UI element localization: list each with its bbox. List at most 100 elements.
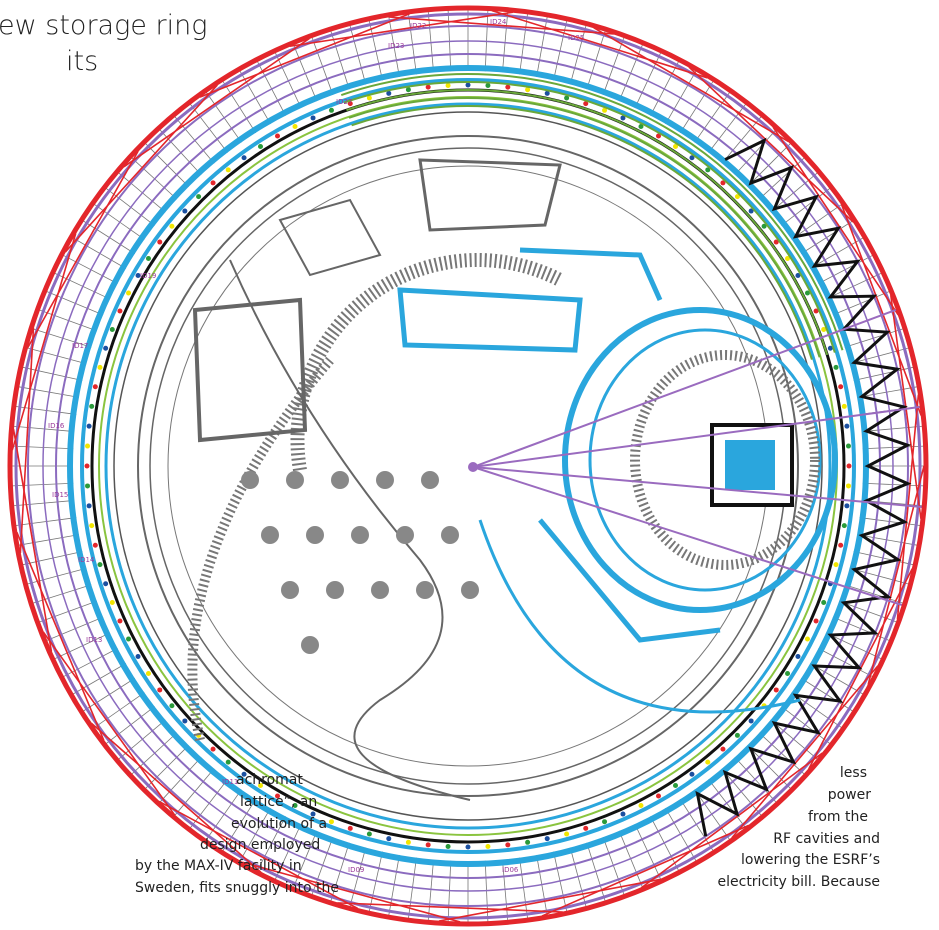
purple-ring bbox=[27, 25, 909, 907]
magnet bbox=[145, 671, 151, 677]
magnet bbox=[126, 290, 132, 296]
red-chord bbox=[11, 233, 77, 451]
magnet bbox=[425, 84, 431, 90]
magnet bbox=[97, 562, 103, 568]
magnet bbox=[734, 732, 740, 738]
magnet bbox=[366, 95, 372, 101]
magnet bbox=[366, 831, 372, 837]
magnet bbox=[210, 746, 216, 752]
magnet bbox=[225, 167, 231, 173]
beamline bbox=[472, 303, 910, 468]
magnet bbox=[157, 239, 163, 245]
magnet bbox=[785, 671, 791, 677]
green-arc bbox=[351, 105, 813, 360]
grey-road bbox=[137, 135, 799, 797]
red-chord bbox=[388, 16, 614, 35]
id-label: ID15 bbox=[52, 491, 68, 499]
magnet bbox=[257, 783, 263, 789]
magnet bbox=[328, 819, 334, 825]
magnet bbox=[328, 107, 334, 113]
magnet bbox=[85, 443, 91, 449]
grey-building bbox=[192, 297, 308, 443]
magnet bbox=[673, 783, 679, 789]
green-arc bbox=[343, 81, 836, 353]
blue-ring bbox=[80, 78, 856, 854]
heading-line: its bbox=[66, 46, 98, 77]
magnet bbox=[182, 208, 188, 214]
tree bbox=[351, 526, 369, 544]
grey-building bbox=[278, 198, 382, 277]
purple-ring bbox=[42, 40, 894, 892]
right-column-line: less bbox=[840, 765, 867, 781]
id-label: ID06 bbox=[502, 866, 519, 874]
magnet bbox=[795, 654, 801, 659]
red-chord bbox=[337, 902, 563, 913]
magnet bbox=[564, 831, 570, 837]
left-column-line: evolution of a bbox=[231, 816, 327, 832]
magnet bbox=[656, 793, 661, 799]
green-arc bbox=[348, 97, 821, 358]
grey-hall bbox=[630, 350, 820, 570]
red-chord bbox=[840, 204, 922, 416]
left-column-line: Sweden, fits snuggly into the bbox=[135, 880, 339, 896]
id-label: ID13 bbox=[86, 636, 102, 644]
red-chord bbox=[123, 37, 310, 168]
magnet bbox=[347, 101, 353, 107]
id-label: ID23 bbox=[388, 42, 404, 50]
magnet bbox=[673, 143, 679, 149]
magnet bbox=[689, 771, 695, 777]
magnet bbox=[405, 839, 411, 845]
magnet bbox=[117, 618, 123, 624]
magnet bbox=[846, 463, 852, 469]
magnet bbox=[638, 124, 644, 130]
magnet bbox=[84, 463, 90, 469]
tree bbox=[396, 526, 414, 544]
left-column-line: lattice”, an bbox=[240, 794, 317, 810]
magnet bbox=[583, 825, 589, 831]
magnet bbox=[821, 600, 827, 606]
magnet bbox=[656, 133, 661, 139]
magnet bbox=[182, 718, 188, 724]
red-chord bbox=[896, 394, 920, 620]
grey-road bbox=[229, 259, 471, 801]
red-chord bbox=[199, 13, 410, 98]
magnet bbox=[241, 155, 247, 161]
magnet bbox=[844, 423, 850, 429]
magnet bbox=[795, 273, 801, 278]
red-chord bbox=[438, 878, 661, 922]
magnet bbox=[89, 403, 95, 409]
magnet bbox=[583, 101, 589, 107]
purple-ring bbox=[14, 12, 922, 920]
id-label: ID11 bbox=[222, 778, 238, 786]
tree bbox=[301, 636, 319, 654]
magnet bbox=[117, 308, 123, 314]
magnet bbox=[845, 483, 851, 489]
disc bbox=[10, 8, 926, 924]
red-chord bbox=[491, 9, 708, 79]
magnet bbox=[505, 84, 511, 90]
red-chord bbox=[158, 800, 359, 910]
red-chord bbox=[16, 531, 105, 741]
magnet bbox=[833, 364, 839, 370]
id-label: ID17 bbox=[72, 342, 88, 350]
red-chord bbox=[593, 26, 789, 143]
id-label: ID19 bbox=[140, 272, 156, 280]
id-label: ID24 bbox=[490, 18, 507, 26]
tree bbox=[306, 526, 324, 544]
magnet bbox=[310, 115, 316, 121]
id-label: ID22 bbox=[410, 22, 426, 30]
magnet bbox=[103, 581, 109, 587]
magnet bbox=[310, 811, 316, 817]
magnet bbox=[773, 239, 779, 245]
magnet bbox=[86, 503, 92, 509]
ring-border bbox=[7, 5, 929, 927]
magnet bbox=[838, 384, 844, 390]
magnet bbox=[169, 703, 175, 709]
id-label: ID09 bbox=[348, 866, 364, 874]
right-column-line: lowering the ESRF’s bbox=[741, 852, 880, 868]
tree bbox=[376, 471, 394, 489]
magnet bbox=[425, 842, 431, 848]
magnet bbox=[405, 87, 411, 93]
magnet bbox=[505, 842, 511, 848]
